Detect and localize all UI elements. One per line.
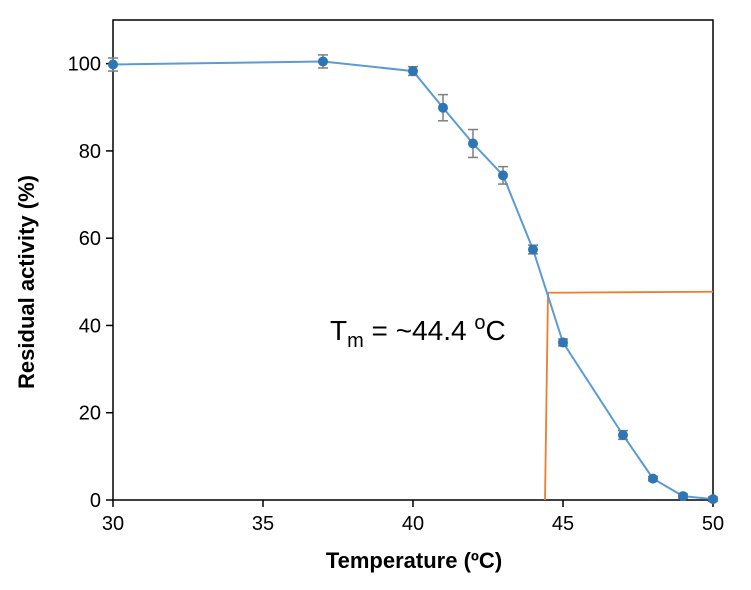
tm-annotation-t: T xyxy=(330,315,347,346)
tm-annotation-value: = ~44.4 xyxy=(364,315,475,346)
tm-vertical-line xyxy=(544,292,549,501)
data-point xyxy=(438,102,448,113)
data-point xyxy=(678,491,688,502)
y-tick-label: 80 xyxy=(79,141,101,163)
tick-labels: 0 20 40 60 80 100 30 35 40 45 50 xyxy=(68,54,725,535)
x-tick-label: 50 xyxy=(702,513,724,535)
data-series xyxy=(108,54,718,505)
data-point xyxy=(318,56,328,67)
tm-annotation-degree: o xyxy=(474,312,485,334)
data-point xyxy=(528,244,538,255)
y-tick-label: 20 xyxy=(79,403,101,425)
data-point xyxy=(708,494,718,505)
x-tick-label: 45 xyxy=(552,513,574,535)
tm-horizontal-line xyxy=(547,290,714,294)
data-point xyxy=(498,170,508,181)
y-tick-label: 60 xyxy=(79,228,101,250)
data-point xyxy=(468,138,478,149)
axes xyxy=(106,19,714,507)
tm-annotation-unit: C xyxy=(485,315,505,346)
x-axis-title: Temperature (ºC) xyxy=(326,548,502,573)
data-point xyxy=(648,473,658,484)
data-point xyxy=(408,66,418,77)
x-tick-label: 40 xyxy=(402,513,424,535)
y-axis-title: Residual activity (%) xyxy=(14,175,39,389)
plot-frame xyxy=(112,19,714,501)
data-point xyxy=(558,337,568,348)
y-tick-label: 40 xyxy=(79,315,101,337)
y-tick-label: 0 xyxy=(90,490,101,512)
reference-lines xyxy=(544,290,714,501)
data-point xyxy=(108,59,118,70)
x-tick-label: 35 xyxy=(252,513,274,535)
tm-annotation: Tm = ~44.4 oC xyxy=(330,312,506,352)
x-tick-label: 30 xyxy=(102,513,124,535)
tm-annotation-subscript: m xyxy=(347,330,364,352)
y-tick-label: 100 xyxy=(68,54,101,76)
data-point xyxy=(618,429,628,440)
